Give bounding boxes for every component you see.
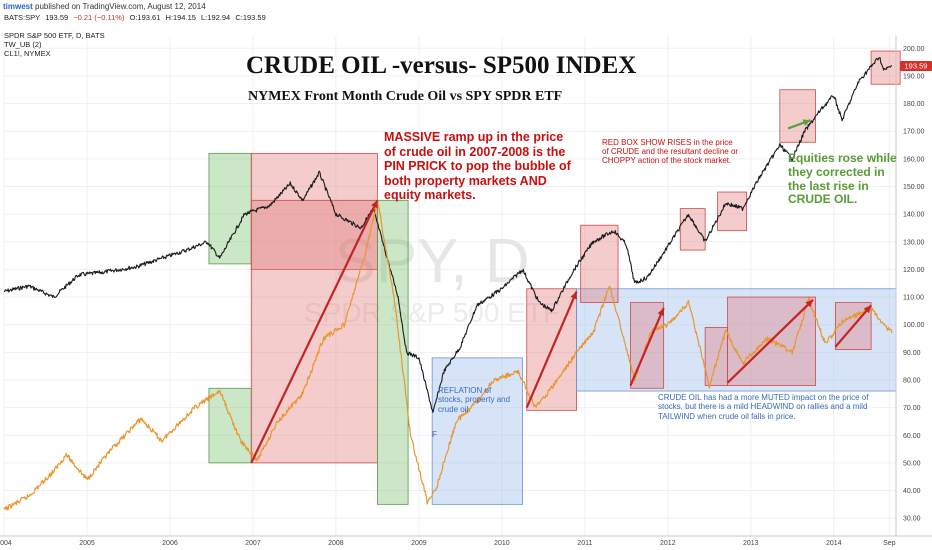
y-tick-label: 150.00 <box>903 184 925 191</box>
x-tick-label: 2013 <box>743 540 759 547</box>
x-tick-label: 2009 <box>411 540 427 547</box>
y-tick-label: 30.00 <box>903 516 921 523</box>
x-tick-label: 2010 <box>494 540 510 547</box>
x-tick-label: 2004 <box>0 540 12 547</box>
published-text: published on TradingView.com, August 12,… <box>35 2 206 11</box>
green-highlight-box <box>208 152 252 265</box>
price-tag-label: 193.59 <box>905 62 928 71</box>
x-tick-label: 2005 <box>79 540 95 547</box>
y-tick-label: 180.00 <box>903 101 925 108</box>
ohlc-bar: BATS:SPY 193.59 −0.21 (−0.11%) O:193.61 … <box>4 13 269 22</box>
y-tick-label: 110.00 <box>903 295 924 302</box>
red-highlight-box <box>779 89 816 143</box>
red-trend-arrow <box>834 304 872 348</box>
y-tick-label: 200.00 <box>903 46 925 53</box>
green-highlight-box <box>376 199 409 505</box>
red-arrow-head <box>805 299 813 308</box>
change-value: −0.21 (−0.11%) <box>73 13 125 22</box>
y-tick-label: 60.00 <box>903 433 921 440</box>
y-axis: 30.00 40.00 50.00 60.00 70.00 80.00 90.00 100.0… <box>895 36 925 536</box>
y-tick-label: 40.00 <box>903 488 921 495</box>
series-name[interactable]: SPDR S&P 500 ETF, D, BATS <box>4 31 105 40</box>
open-value: O:193.61 <box>129 13 161 22</box>
annotation-massive: MASSIVE ramp up in the price of crude oi… <box>384 130 571 203</box>
y-tick-label: 50.00 <box>903 460 921 467</box>
x-tick-label: 2014 <box>826 540 842 547</box>
y-tick-label: 130.00 <box>903 239 925 246</box>
x-axis: 2004 2005 2006 2007 2008 2009 2010 2011 2012 2013… <box>0 535 932 547</box>
watermark-name: SPDR S&P 500 ETF <box>304 297 560 328</box>
y-tick-label: 70.00 <box>903 405 921 412</box>
green-arrow-head <box>802 119 811 126</box>
blue-highlight-box <box>431 357 524 505</box>
indicator-name[interactable]: TW_UB (2) <box>4 40 42 49</box>
y-tick-label: 90.00 <box>903 350 921 357</box>
red-trend-arrow <box>525 291 578 409</box>
watermark: SPY, D SPDR S&P 500 ETF <box>304 227 560 328</box>
red-highlight-box <box>580 224 619 303</box>
low-value: L:192.94 <box>201 13 231 22</box>
annotation-letter-f: F <box>432 430 437 439</box>
red-highlight-box <box>679 208 706 251</box>
x-tick-label: 2007 <box>245 540 261 547</box>
annotation-muted: CRUDE OIL has had a more MUTED impact on… <box>658 393 869 421</box>
annotation-red-box: RED BOX SHOW RISES in the price of CRUDE… <box>602 138 739 166</box>
crude-oil-line <box>3 198 893 511</box>
watermark-symbol: SPY, D <box>334 227 529 296</box>
symbol-label: BATS:SPY <box>4 13 41 22</box>
y-tick-label: 100.00 <box>903 322 925 329</box>
x-tick-label: 2011 <box>577 540 592 547</box>
close-value: C:193.59 <box>235 13 266 22</box>
y-tick-label: 170.00 <box>903 129 925 136</box>
y-tick-label: 80.00 <box>903 377 921 384</box>
red-arrow-head <box>371 200 378 209</box>
highlight-boxes <box>208 50 901 505</box>
red-highlight-box <box>870 50 901 85</box>
y-tick-label: 160.00 <box>903 156 925 163</box>
green-highlight-box <box>208 387 252 464</box>
trend-arrows <box>250 119 872 464</box>
chart-subtitle: NYMEX Front Month Crude Oil vs SPY SPDR … <box>248 89 563 104</box>
annotation-reflation: REFLATION of stocks, property and crude … <box>438 386 511 414</box>
red-arrow-head <box>863 305 872 314</box>
last-price-tag: 193.59 <box>900 61 932 71</box>
spy-price-line <box>3 57 893 413</box>
red-highlight-box <box>717 191 748 232</box>
red-trend-arrow <box>726 299 814 384</box>
compare-symbol[interactable]: CL1!, NYMEX <box>4 49 51 58</box>
x-tick-label: 2012 <box>660 540 676 547</box>
red-trend-arrow <box>250 199 379 464</box>
y-tick-label: 120.00 <box>903 267 925 274</box>
y-tick-label: 140.00 <box>903 212 925 219</box>
high-value: H:194.15 <box>165 13 196 22</box>
red-trend-arrow <box>629 307 665 386</box>
price-tag-box <box>900 61 932 71</box>
x-tick-label: Sep <box>883 540 896 547</box>
red-highlight-box <box>250 152 378 270</box>
chart-title: CRUDE OIL -versus- SP500 INDEX <box>246 52 637 79</box>
author-link[interactable]: timwest <box>3 2 33 11</box>
grid-lines <box>3 36 896 536</box>
price-series <box>3 57 893 511</box>
y-tick-label: 190.00 <box>903 73 925 80</box>
x-tick-label: 2008 <box>328 540 344 547</box>
x-tick-label: 2006 <box>162 540 178 547</box>
annotation-equities: Equities rose while they corrected in th… <box>788 151 897 207</box>
red-arrow-head <box>657 308 664 317</box>
red-arrow-head <box>570 291 577 300</box>
last-price: 193.59 <box>45 13 69 22</box>
publish-bar: timwest published on TradingView.com, Au… <box>0 0 932 12</box>
